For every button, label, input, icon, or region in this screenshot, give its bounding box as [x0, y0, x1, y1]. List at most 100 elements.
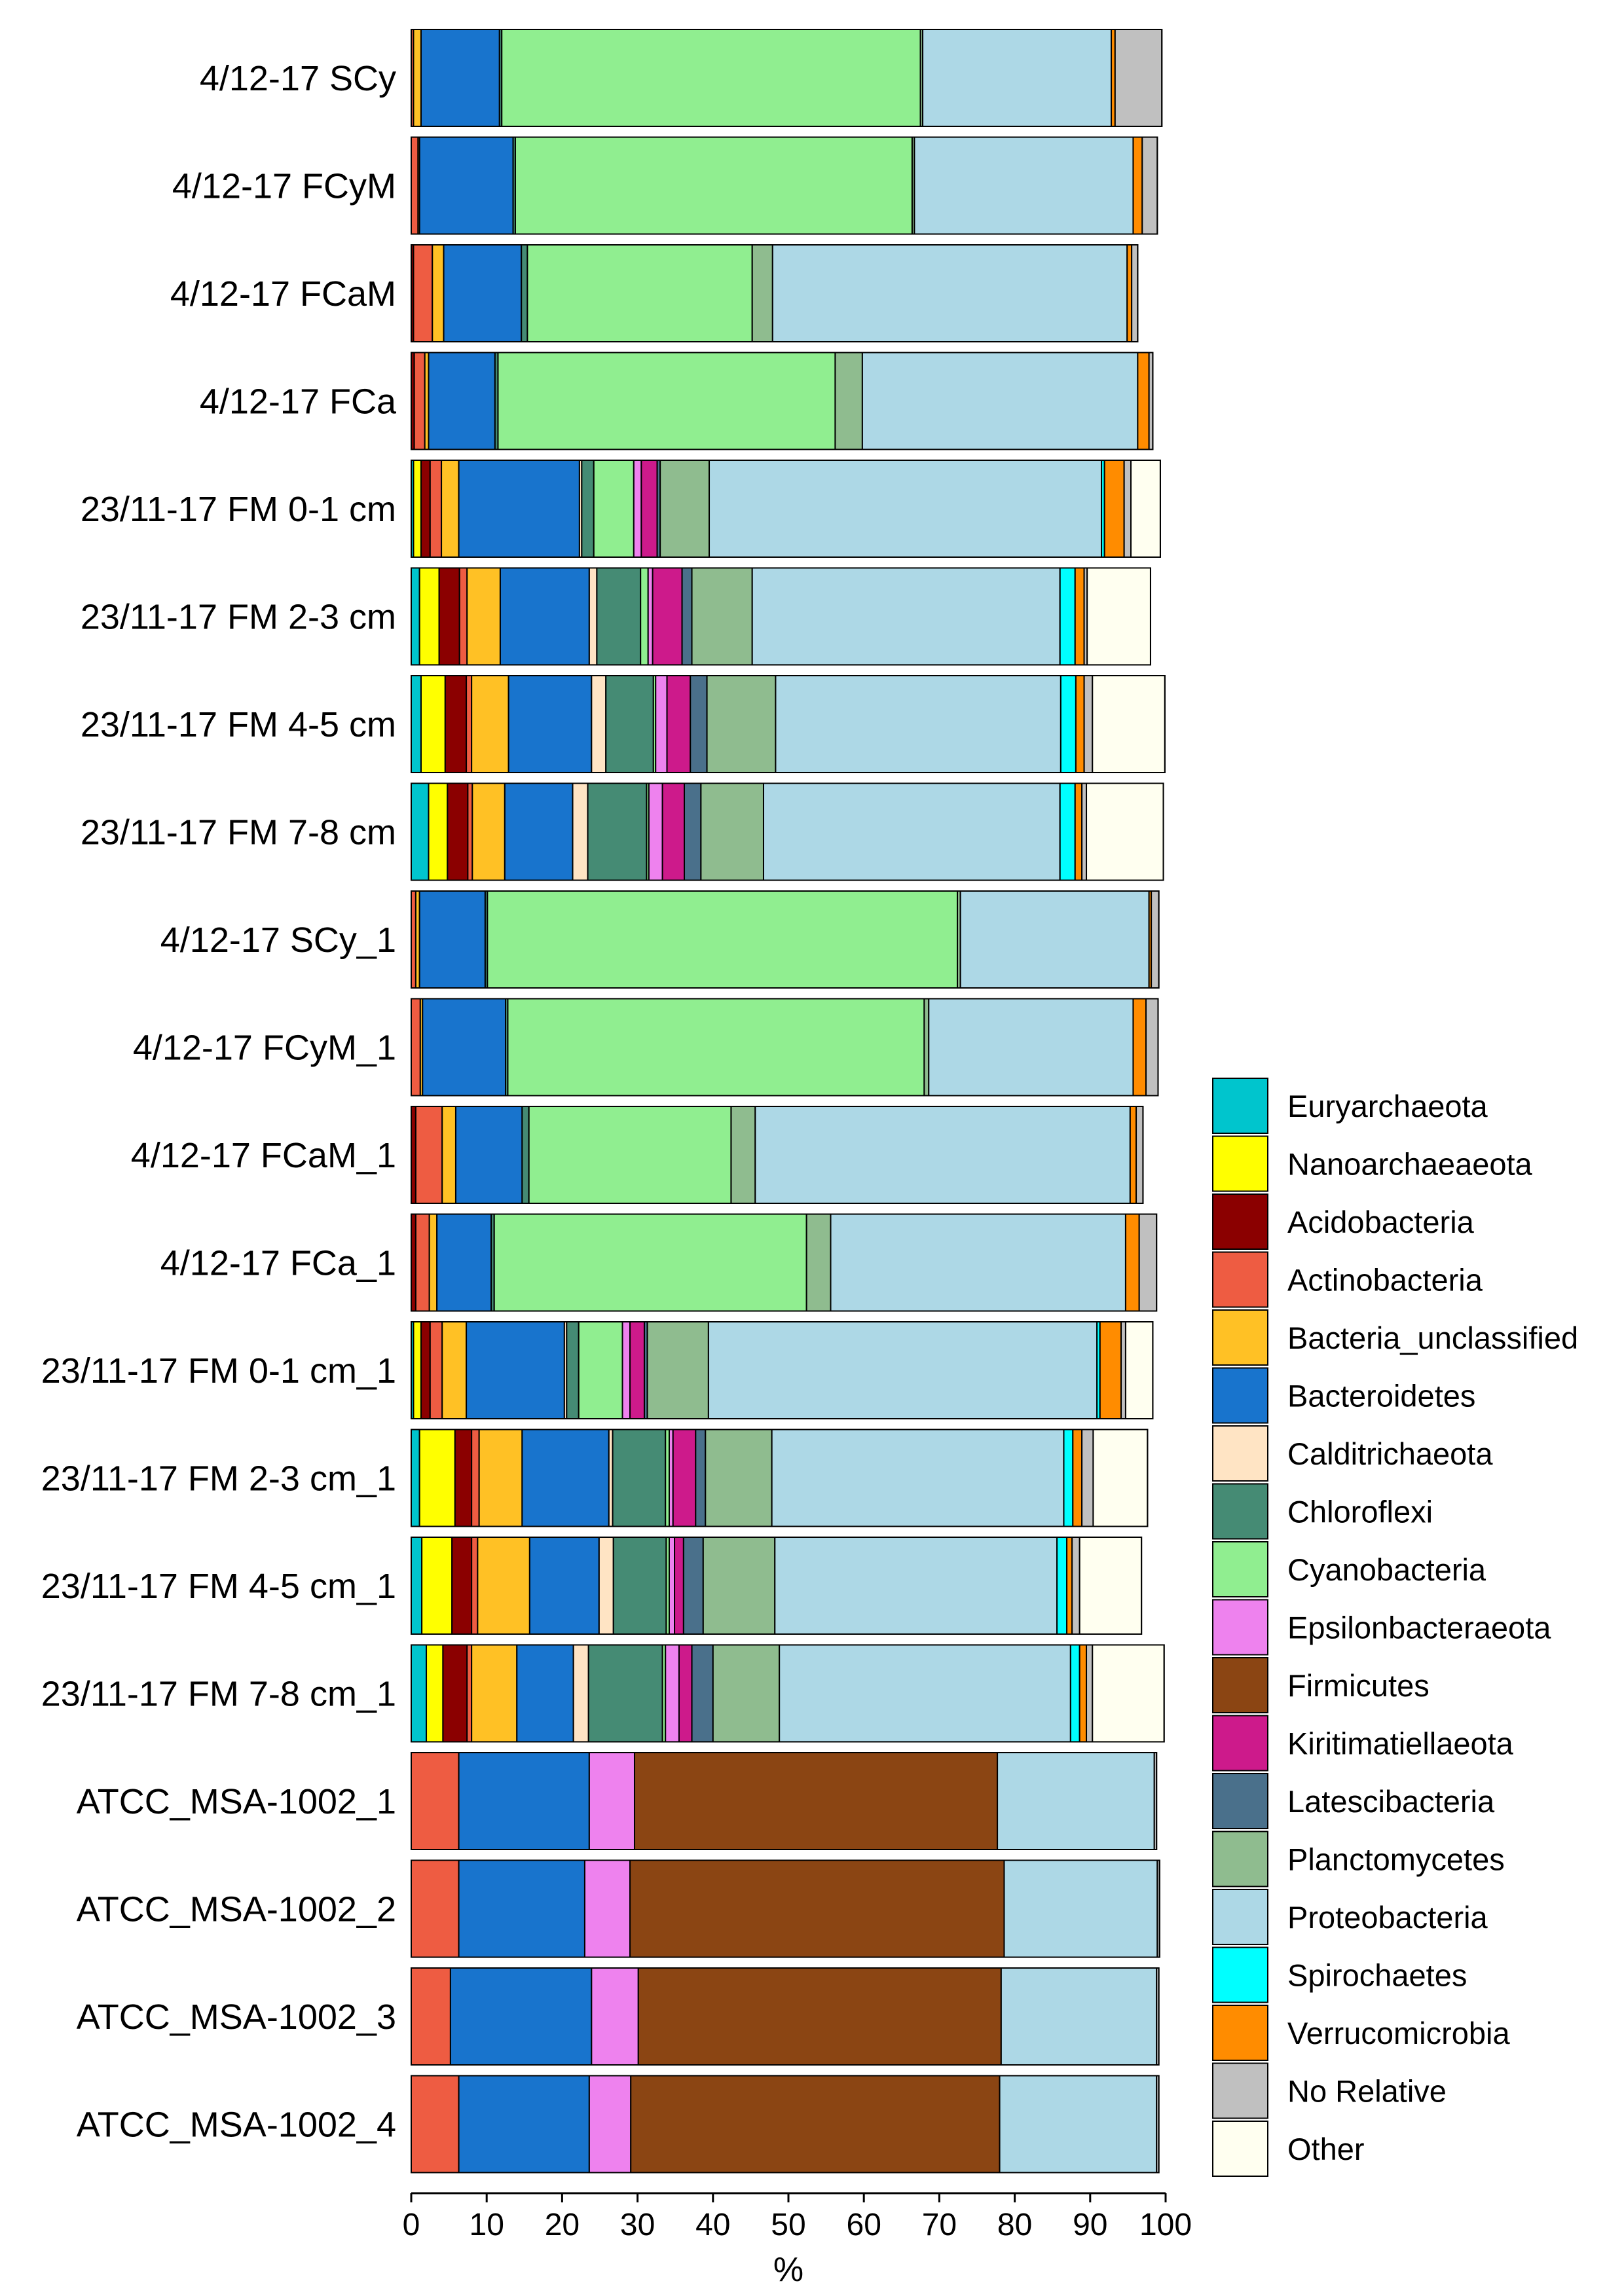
bar-outline	[411, 1644, 1165, 1743]
x-tick-label: 80	[997, 2208, 1032, 2242]
bar-segment-spirochaetes	[1059, 782, 1076, 881]
bar-segment-bacteroidetes	[418, 890, 486, 989]
bar-segment-actinobacteria	[411, 1967, 451, 2066]
bar-segment-verrucomicrobia	[1103, 460, 1125, 558]
bar-segment-cyanobacteria	[507, 998, 925, 1097]
bar-segment-proteobacteria	[922, 29, 1113, 127]
bar-segment-actinobacteria	[429, 1321, 443, 1419]
category-label: 4/12-17 FCaM	[170, 274, 396, 314]
legend-swatch-cyanobacteria	[1212, 1541, 1268, 1597]
legend-swatch-actinobacteria	[1212, 1251, 1268, 1308]
bar-segment-nanoarchaeaeota	[413, 1321, 422, 1419]
bar-segment-calditrichaeota	[598, 1537, 614, 1635]
bar-outline	[411, 29, 1163, 127]
bar-segment-latescibacteria	[681, 567, 693, 666]
bar-segment-other	[1086, 782, 1164, 881]
legend-label-nanoarchaeaeota: Nanoarchaeaeota	[1287, 1147, 1533, 1182]
bar-segment-proteobacteria	[779, 1644, 1071, 1743]
bar-segment-verrucomicrobia	[1137, 352, 1150, 450]
legend-label-calditrichaeota: Calditrichaeota	[1287, 1436, 1493, 1471]
legend-swatch-nanoarchaeaeota	[1212, 1135, 1268, 1192]
bar-outline	[411, 567, 1151, 666]
bar-segment-planctomycetes	[659, 460, 710, 558]
bar-segment-planctomycetes	[646, 1321, 709, 1419]
bar-segment-cyanobacteria	[578, 1321, 623, 1419]
legend-swatch-kiritimatiellaeota	[1212, 1715, 1268, 1772]
bar-segment-verrucomicrobia	[1079, 1644, 1088, 1743]
bar-segment-nanoarchaeaeota	[418, 567, 440, 666]
bar-outline	[411, 1859, 1160, 1958]
bar-segment-bacteroidetes	[428, 352, 496, 450]
bar-segment-nanoarchaeaeota	[420, 675, 446, 773]
bar-segment-nanoarchaeaeota	[421, 1537, 453, 1635]
bar-segment-no-relative	[1120, 1321, 1126, 1419]
bars-group	[411, 29, 1166, 2174]
bar-segment-no-relative	[1114, 29, 1163, 127]
bar-segment-kiritimatiellaeota	[674, 1537, 684, 1635]
legend-swatch-verrucomicrobia	[1212, 2005, 1268, 2061]
legend-label-chloroflexi: Chloroflexi	[1287, 1495, 1433, 1529]
bar-segment-epsilonbacteraeota	[648, 782, 663, 881]
bar-segment-latescibacteria	[695, 1429, 707, 1527]
bar-segment-euryarchaeota	[411, 782, 430, 881]
bar-segment-bacteroidetes	[458, 2075, 590, 2174]
legend-swatch-proteobacteria	[1212, 1889, 1268, 1945]
bar-outline	[411, 998, 1159, 1097]
bar-segment-spirochaetes	[1056, 1537, 1068, 1635]
x-tick-label: 10	[470, 2208, 504, 2242]
bar-segment-planctomycetes	[706, 675, 777, 773]
bar-segment-spirochaetes	[1063, 1429, 1074, 1527]
bar-segment-actinobacteria	[411, 136, 419, 235]
bar-segment-verrucomicrobia	[1074, 567, 1085, 666]
bar-segment-kiritimatiellaeota	[640, 460, 658, 558]
bar-segment-bacteroidetes	[454, 1106, 523, 1204]
bar-segment-acidobacteria	[444, 675, 468, 773]
bar-outline	[411, 460, 1161, 558]
bar-outline	[411, 2075, 1160, 2174]
legend-label-spirochaetes: Spirochaetes	[1287, 1958, 1467, 1993]
bar-segment-planctomycetes	[700, 782, 764, 881]
bar-segment-epsilonbacteraeota	[665, 1644, 680, 1743]
bar-segment-nanoarchaeaeota	[428, 782, 449, 881]
bar-outline	[411, 244, 1139, 342]
bar-segment-cyanobacteria	[493, 1213, 807, 1312]
legend-swatch-no-relative	[1212, 2062, 1268, 2119]
bar-segment-no-relative	[1138, 1213, 1158, 1312]
bar-segment-bacteria-unclassified	[432, 244, 445, 342]
category-label: 23/11-17 FM 4-5 cm_1	[41, 1567, 396, 1606]
bar-segment-bacteria-unclassified	[441, 1321, 468, 1419]
bar-segment-epsilonbacteraeota	[588, 2075, 632, 2174]
bar-segment-other	[1130, 460, 1161, 558]
x-tick-label: 50	[771, 2208, 805, 2242]
bar-segment-proteobacteria	[774, 1537, 1058, 1635]
x-tick-label: 20	[545, 2208, 580, 2242]
x-tick-label: 100	[1139, 2208, 1192, 2242]
x-tick-label: 40	[695, 2208, 730, 2242]
category-label: 23/11-17 FM 0-1 cm	[81, 490, 396, 529]
category-label: 4/12-17 SCy_1	[160, 920, 396, 960]
bar-segment-bacteroidetes	[458, 1859, 585, 1958]
bar-segment-other	[1092, 675, 1166, 773]
bar-segment-actinobacteria	[411, 1859, 460, 1958]
bar-segment-proteobacteria	[913, 136, 1134, 235]
x-tick-label: 60	[847, 2208, 881, 2242]
legend-label-bacteroidetes: Bacteroidetes	[1287, 1379, 1475, 1413]
bar-segment-bacteroidetes	[420, 29, 500, 127]
bar-segment-chloroflexi	[587, 782, 648, 881]
bar-segment-proteobacteria	[775, 675, 1061, 773]
x-axis-title: %	[773, 2251, 803, 2289]
bar-segment-actinobacteria	[429, 460, 443, 558]
bar-segment-proteobacteria	[754, 1106, 1131, 1204]
bar-segment-cyanobacteria	[593, 460, 635, 558]
legend-swatch-spirochaetes	[1212, 1946, 1268, 2003]
bar-segment-actinobacteria	[411, 890, 416, 989]
bar-segment-nanoarchaeaeota	[418, 1429, 456, 1527]
bar-segment-bacteroidetes	[449, 1967, 593, 2066]
category-label: 23/11-17 FM 0-1 cm_1	[41, 1351, 396, 1391]
bar-segment-actinobacteria	[471, 1429, 480, 1527]
bar-segment-verrucomicrobia	[1066, 1537, 1073, 1635]
legend-swatch-bacteroidetes	[1212, 1367, 1268, 1424]
category-label: 4/12-17 FCa	[200, 382, 397, 422]
bar-outline	[411, 675, 1166, 773]
bar-segment-planctomycetes	[805, 1213, 832, 1312]
